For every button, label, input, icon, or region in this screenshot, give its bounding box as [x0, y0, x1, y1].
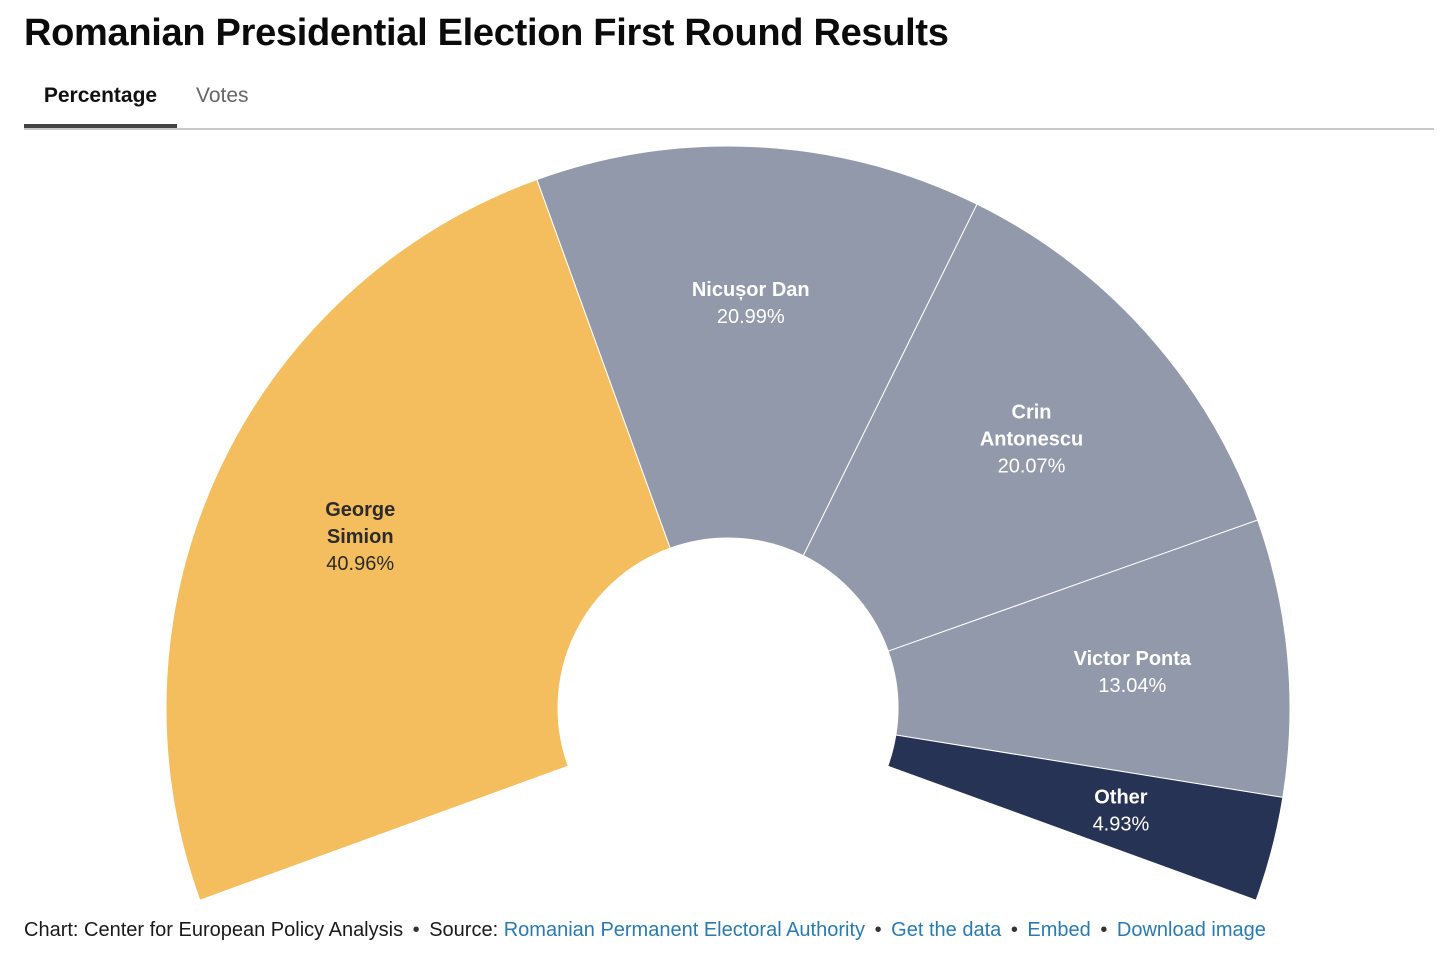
slice-0[interactable] — [165, 178, 671, 901]
footer-separator: • — [412, 919, 420, 941]
download-image-link[interactable]: Download image — [1116, 919, 1266, 941]
tab-bar: Percentage Votes — [24, 78, 1434, 130]
slice-value: 4.93% — [1093, 814, 1150, 836]
chart-footer: Chart: Center for European Policy Analys… — [24, 919, 1266, 942]
semicircle-donut-chart: George Simion 40.96% Nicușor Dan 20.99% Crin A… — [165, 145, 1291, 901]
slice-name: Antonescu — [980, 428, 1083, 450]
slice-2[interactable] — [802, 203, 1259, 652]
slice-3[interactable] — [887, 519, 1291, 798]
slice-name: Simion — [327, 526, 394, 548]
slice-label-1: Nicușor Dan 20.99% — [692, 279, 810, 328]
slice-value: 20.99% — [717, 306, 785, 328]
slice-label-0: George Simion 40.96% — [325, 499, 395, 575]
slice-name: Victor Ponta — [1074, 648, 1192, 670]
slice-value: 20.07% — [998, 455, 1066, 477]
tab-percentage[interactable]: Percentage — [24, 78, 177, 128]
source-prefix: Source: — [429, 919, 499, 941]
slice-name: Other — [1094, 787, 1148, 809]
chart-title: Romanian Presidential Election First Rou… — [24, 12, 949, 54]
slice-1[interactable] — [536, 145, 978, 557]
tab-votes[interactable]: Votes — [196, 84, 249, 107]
chart-labels: George Simion 40.96% Nicușor Dan 20.99% Crin A… — [325, 279, 1192, 836]
slice-value: 40.96% — [326, 553, 394, 575]
footer-separator: • — [1010, 919, 1018, 941]
footer-separator: • — [874, 919, 882, 941]
chart-credit: Chart: Center for European Policy Analys… — [24, 919, 404, 941]
chart-slices — [165, 145, 1291, 901]
get-data-link[interactable]: Get the data — [891, 919, 1002, 941]
slice-label-3: Victor Ponta 13.04% — [1074, 648, 1192, 697]
footer-separator: • — [1100, 919, 1108, 941]
slice-label-2: Crin Antonescu 20.07% — [980, 401, 1083, 477]
slice-4[interactable] — [887, 734, 1284, 901]
embed-link[interactable]: Embed — [1027, 919, 1091, 941]
slice-label-4: Other 4.93% — [1093, 787, 1150, 836]
slice-name: Crin — [1012, 401, 1052, 423]
slice-name: George — [325, 499, 395, 521]
slice-value: 13.04% — [1098, 675, 1166, 697]
slice-name: Nicușor Dan — [692, 279, 810, 301]
source-link[interactable]: Romanian Permanent Electoral Authority — [503, 919, 866, 941]
